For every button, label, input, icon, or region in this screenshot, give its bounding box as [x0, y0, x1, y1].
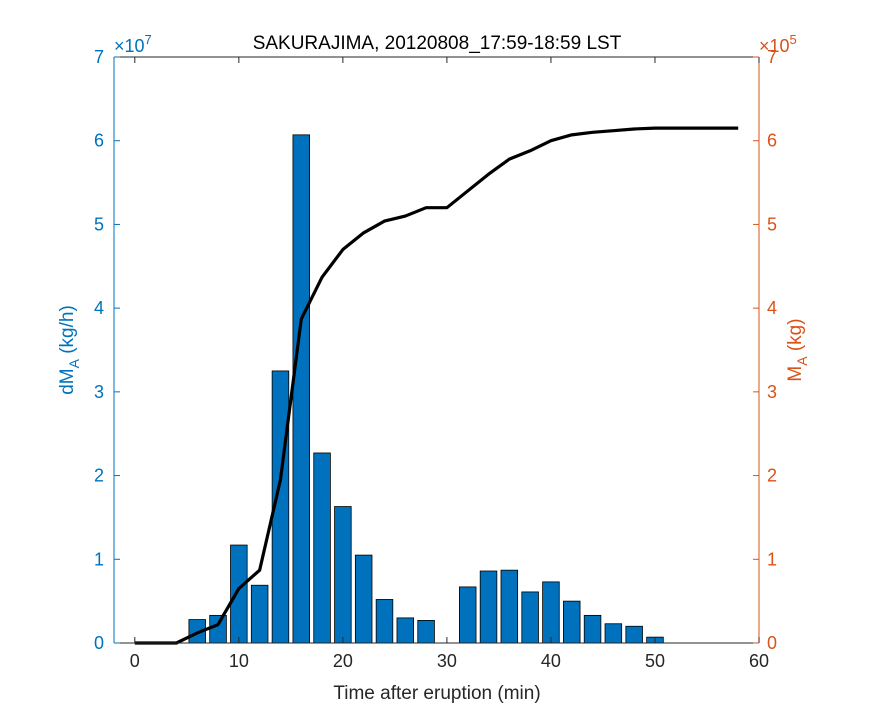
x-tick-label-30: 30 — [437, 651, 457, 671]
left-tick-label-0: 0 — [94, 633, 104, 653]
x-tick-label-0: 0 — [130, 651, 140, 671]
chart-title: SAKURAJIMA, 20120808_17:59-18:59 LST — [253, 33, 622, 54]
x-tick-label-10: 10 — [229, 651, 249, 671]
left-axis-label: dMA (kg/h) — [57, 305, 82, 395]
bar-22 — [354, 554, 373, 644]
bar-32 — [458, 586, 477, 644]
right-tick-label-5: 5 — [767, 214, 777, 234]
right-tick-label-7: 7 — [767, 47, 777, 67]
left-tick-label-5: 5 — [94, 214, 104, 234]
bar-series — [188, 134, 664, 644]
right-tick-label-1: 1 — [767, 549, 777, 569]
right-tick-label-4: 4 — [767, 298, 777, 318]
bar-20 — [334, 506, 352, 644]
right-tick-label-2: 2 — [767, 466, 777, 486]
plot-area — [114, 57, 759, 643]
bar-18 — [313, 452, 331, 644]
left-tick-label-3: 3 — [94, 382, 104, 402]
left-tick-label-1: 1 — [94, 549, 104, 569]
left-tick-label-6: 6 — [94, 131, 104, 151]
x-tick-label-20: 20 — [333, 651, 353, 671]
left-tick-label-2: 2 — [94, 466, 104, 486]
bar-8 — [209, 614, 227, 644]
right-tick-label-0: 0 — [767, 633, 777, 653]
bar-36 — [500, 569, 519, 644]
left-tick-label-4: 4 — [94, 298, 104, 318]
bar-40 — [542, 581, 560, 644]
bar-48 — [625, 625, 643, 644]
right-axis-multiplier: ×105 — [759, 32, 797, 56]
x-tick-label-40: 40 — [541, 651, 561, 671]
x-tick-label-50: 50 — [645, 651, 665, 671]
x-tick-label-60: 60 — [749, 651, 769, 671]
bar-24 — [375, 599, 394, 644]
bar-34 — [479, 570, 498, 644]
line-series — [134, 126, 739, 645]
right-tick-label-6: 6 — [767, 131, 777, 151]
x-axis-label: Time after eruption (min) — [333, 683, 540, 704]
bar-12 — [250, 584, 269, 644]
cumulative-mass-line — [134, 126, 739, 645]
left-axis-multiplier: ×107 — [114, 32, 152, 56]
left-tick-label-7: 7 — [94, 47, 104, 67]
right-axis-label: MA (kg) — [785, 318, 810, 381]
bar-46 — [604, 623, 623, 644]
bar-16 — [292, 134, 310, 644]
bar-42 — [563, 600, 581, 644]
bar-38 — [521, 591, 539, 644]
bar-44 — [583, 614, 602, 644]
bar-28 — [417, 620, 435, 644]
bar-26 — [396, 617, 415, 644]
right-tick-label-3: 3 — [767, 382, 777, 402]
bar-10 — [230, 544, 248, 644]
